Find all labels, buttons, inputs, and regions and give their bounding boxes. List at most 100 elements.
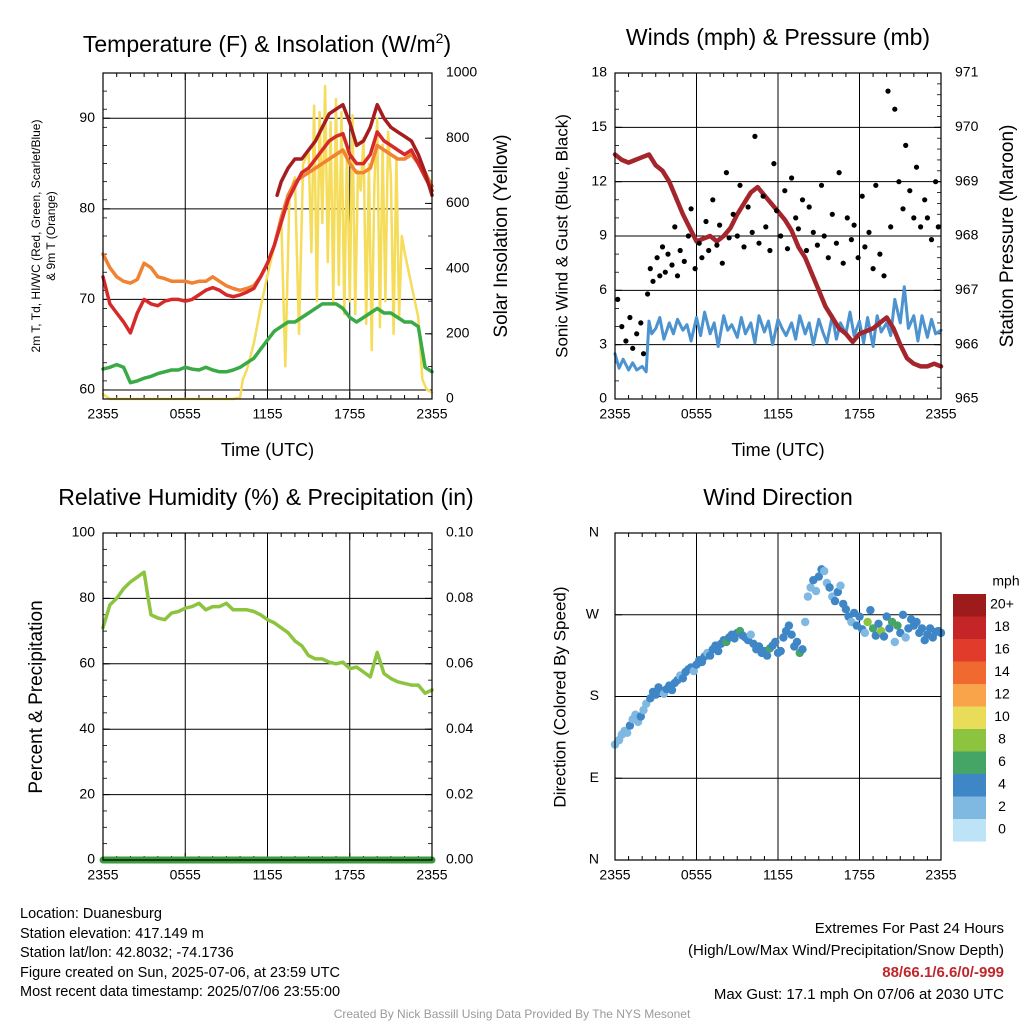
winds-chart-gust-point [714,242,720,248]
temp-chart-right-ytick-label: 1000 [446,64,477,80]
station-info: Location: Duanesburg Station elevation: … [20,905,340,1003]
winds-chart-left-ytick-label: 15 [591,118,607,134]
humidity-chart-xtick-label: 1755 [334,867,365,883]
wind-direction-chart-direction-point [667,685,677,695]
wind-direction-chart-legend-swatch [953,639,986,662]
humidity-chart-left-ytick-label: 100 [72,524,96,540]
winds-chart-gust-point [873,182,879,188]
wind-direction-chart-direction-point [779,633,788,642]
humidity-chart-frame [102,532,433,861]
winds-chart-left-ytick-label: 9 [599,227,607,243]
wind-direction-chart-direction-point [689,666,698,676]
wind-direction-chart-legend-label: 20+ [990,596,1014,612]
winds-chart-xtick-label: 1155 [763,406,793,422]
wind-direction-chart-direction-point [623,728,632,737]
winds-chart-gust-point [774,208,780,214]
wind-direction-chart-direction-point [885,624,894,633]
humidity-chart-title: Relative Humidity (%) & Precipitation (i… [58,484,473,510]
wind-direction-chart-legend-label: 8 [998,731,1006,747]
winds-chart-gust-point [623,338,629,344]
winds-chart-left-ytick-label: 6 [599,281,607,297]
wind-direction-chart-legend-swatch [953,594,986,617]
winds-chart-xtick-label: 0555 [681,406,712,422]
winds-chart-gust-point [833,240,840,246]
wind-direction-chart-legend-label: 12 [994,686,1010,702]
wind-direction-chart-direction-point [833,587,842,597]
winds-chart-gust-point [696,240,702,246]
winds-chart-gust-point [829,211,835,217]
winds-chart-right-ytick-label: 965 [955,390,979,406]
winds-chart-gust-point [619,324,625,330]
winds-chart-gust-point [703,218,709,225]
winds-chart-gust-point [825,255,831,261]
wind-direction-chart-legend-swatch [953,616,986,639]
winds-chart-gust-point [851,222,857,228]
wind-direction-chart-direction-point [866,606,875,615]
winds-chart-gust-point [659,244,666,250]
winds-chart-gust-point [896,179,902,185]
winds-chart-gust-point [885,88,891,94]
wind-direction-chart-legend-label: 18 [994,618,1010,634]
wind-direction-chart-ytick-label: N [589,524,599,540]
winds-chart-gust-point [688,206,694,212]
winds-chart-gust-point [771,161,777,167]
humidity-chart-right-ytick-label: 0.06 [446,655,473,671]
max-gust-text: Max Gust: 17.1 mph On 07/06 at 2030 UTC [713,986,1004,1003]
wind-direction-chart-direction-point [771,637,780,647]
winds-chart-right-ytick-label: 967 [955,281,979,297]
winds-chart-gust-point [892,106,898,112]
winds-chart-gust-point [685,233,692,239]
wind-direction-chart-legend-swatch [953,661,986,684]
winds-chart-gust-point [699,255,705,261]
temp-chart-left-ytick-label: 90 [79,109,95,125]
winds-chart-gust-point [784,246,791,252]
temp-chart-left-ytick-label: 70 [79,290,95,306]
wind-direction-chart-direction-point [863,617,872,627]
wind-direction-chart-xtick-label: 1155 [763,867,793,883]
temp-chart-series-line [101,302,434,385]
winds-chart-gust-point [737,182,743,188]
winds-chart-gust-point [866,229,872,235]
humidity-chart-ylabel-left: Percent & Precipitation [26,600,47,793]
winds-chart-right-ytick-label: 970 [955,118,979,134]
wind-direction-chart-direction-point [893,621,902,630]
wind-direction-chart-legend-swatch [953,774,986,797]
humidity-chart-xtick-label: 2355 [87,867,118,883]
winds-chart-right-ytick-label: 971 [955,64,979,80]
humidity-chart-right-ytick-label: 0.00 [446,851,473,867]
wind-direction-chart-legend-label: 14 [994,663,1010,679]
temp-chart-ylabel-left: 2m T, Td, HI/WC (Red, Green, Scarlet/Blu… [29,120,43,353]
winds-chart-title: Winds (mph) & Pressure (mb) [626,24,930,50]
winds-chart-gust-point [719,260,725,266]
temperature-insolation-chart: Temperature (F) & Insolation (W/m2) 2355… [29,30,512,460]
temp-chart-xtick-label: 1155 [252,406,282,422]
winds-chart-gust-point [647,266,653,272]
winds-chart-gust-point [810,229,816,235]
wind-direction-chart-legend-swatch [953,684,986,707]
wind-direction-chart-direction-point [830,596,840,606]
temp-chart-right-ytick-label: 0 [446,390,454,406]
winds-chart-gust-point [913,164,920,170]
winds-chart-right-ytick-label: 968 [955,227,979,243]
winds-chart-gust-point [848,237,855,243]
wind-direction-chart-frame [614,532,942,861]
humidity-chart-left-ytick-label: 60 [79,655,95,671]
winds-pressure-chart: Winds (mph) & Pressure (mb) 2355 0555 1155… [552,24,1018,460]
winds-chart-gust-point [692,266,698,272]
winds-chart-xtick-label: 1755 [844,406,875,422]
winds-chart-gust-point [726,235,732,241]
wind-direction-chart-xtick-label: 2355 [925,867,956,883]
wind-direction-chart-ytick-label: N [589,851,599,867]
winds-chart-gust-point [665,251,671,257]
created-text: Figure created on Sun, 2025-07-06, at 23… [20,964,340,981]
humidity-chart-xtick-label: 0555 [170,867,201,883]
wind-direction-chart-direction-point [678,674,688,683]
winds-chart-gust-point [933,179,939,185]
wind-direction-chart-direction-point [879,632,889,641]
humidity-chart-left-ytick-label: 0 [87,851,95,867]
wind-direction-chart-title: Wind Direction [703,484,853,510]
temperature-chart-title: Temperature (F) & Insolation (W/m2) [83,30,451,57]
wind-direction-chart-ytick-label: S [590,687,599,703]
humidity-chart-left-ytick-label: 40 [79,720,95,736]
winds-chart-gust-point [803,247,810,254]
